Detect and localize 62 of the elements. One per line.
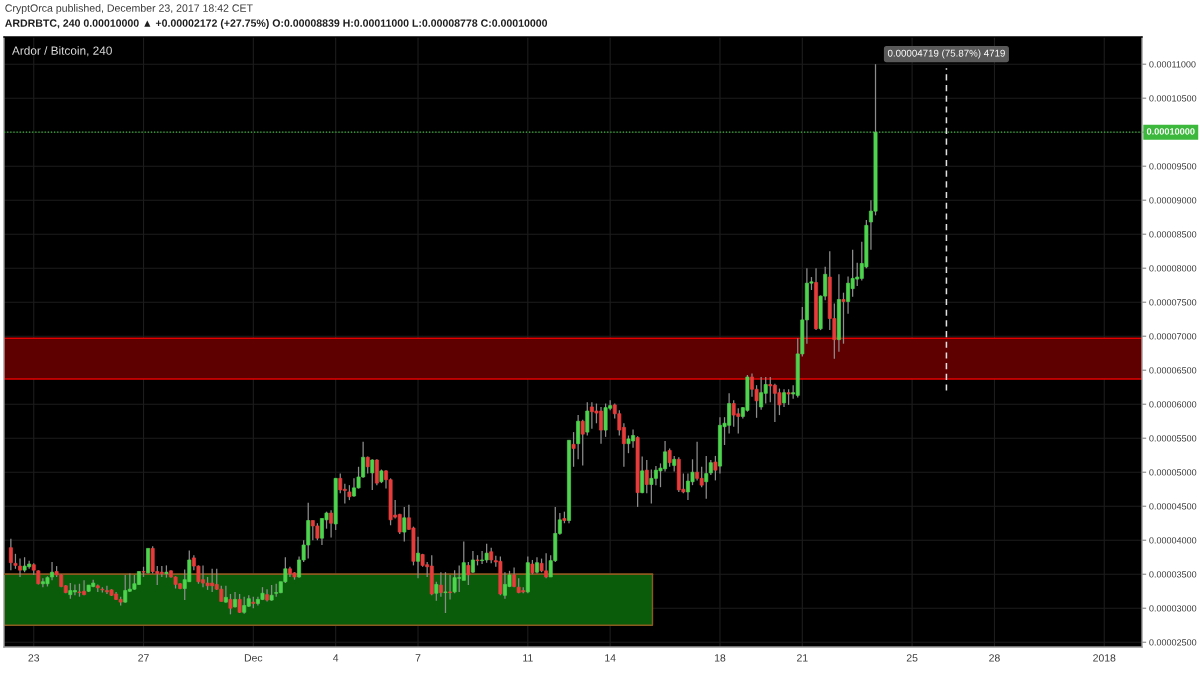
candlestick — [695, 441, 700, 482]
candlestick — [374, 458, 379, 486]
candlestick — [461, 540, 466, 581]
candlestick — [846, 275, 851, 315]
y-tick-label: 0.00004000 — [1149, 537, 1197, 544]
y-tick-label: 0.00007000 — [1149, 333, 1197, 340]
x-tick-label: 4 — [333, 654, 339, 662]
candlestick — [416, 536, 420, 579]
y-tick-label: 0.00004500 — [1149, 503, 1197, 510]
y-tick-label: 0.00011000 — [1149, 61, 1196, 68]
candlestick — [649, 468, 654, 505]
candlestick — [585, 401, 590, 437]
y-tick-label: 0.00009000 — [1149, 197, 1197, 204]
y-tick-label: 0.00003000 — [1149, 605, 1197, 612]
candlestick — [370, 458, 375, 491]
y-tick-label: 0.00010500 — [1149, 95, 1197, 102]
y-tick-label: 0.00007500 — [1149, 299, 1197, 306]
candlestick — [644, 459, 649, 494]
candlestick — [484, 543, 489, 564]
y-tick-label: 0.00006500 — [1149, 367, 1197, 374]
candlestick — [123, 574, 128, 604]
candlestick — [223, 585, 228, 604]
y-tick-label: 0.00008500 — [1149, 231, 1197, 238]
annotation: 0.00004719 (75.87%) 4719 — [887, 49, 1005, 59]
candlestick — [759, 376, 764, 411]
candlestick — [580, 419, 585, 467]
text: CryptOrca published, December 23, 2017 18:42 CET — [5, 4, 253, 14]
candlestick — [72, 583, 77, 596]
x-tick-label: 11 — [523, 654, 533, 662]
candlestick — [640, 455, 645, 494]
y-tick-label: 0.00008000 — [1149, 265, 1197, 272]
candlestick — [576, 414, 581, 460]
candlestick — [704, 455, 709, 500]
x-tick-label: 21 — [797, 654, 808, 662]
y-tick-label: 0.00005500 — [1149, 435, 1197, 442]
y-tick-label: 0.00006000 — [1149, 401, 1197, 408]
x-tick-label: 27 — [138, 654, 149, 662]
x-tick-label: 25 — [906, 654, 918, 662]
x-tick-label: 2018 — [1093, 654, 1116, 662]
candlestick — [466, 561, 471, 586]
chart-subtitle: ARDRBTC, 240 0.00010000 ▲ +0.00002172 (+27.75%) O:0.00008839 H:0.00011000 L:0.00008778 C:0.00010000 — [5, 19, 548, 29]
x-tick-label: Dec — [244, 654, 263, 662]
candlestick — [470, 550, 475, 574]
candlestick — [329, 509, 334, 539]
candlestick — [480, 550, 485, 565]
ref-line-label: 0.00010000 — [1146, 128, 1195, 135]
candlestick — [443, 571, 448, 614]
x-tick-label: 18 — [714, 654, 726, 662]
x-tick-label: 7 — [415, 654, 421, 662]
x-tick-label: 14 — [605, 654, 616, 662]
text: Ardor / Bitcoin, 240 — [11, 46, 112, 57]
y-tick-label: 0.00003500 — [1149, 571, 1197, 578]
y-tick-label: 0.00009500 — [1149, 163, 1197, 170]
candlestick — [841, 292, 846, 345]
candlestick — [438, 571, 443, 598]
y-tick-label: 0.00005000 — [1149, 469, 1197, 476]
x-tick-label: 23 — [28, 654, 40, 662]
candlestick — [228, 593, 233, 615]
x-tick-label: 28 — [989, 654, 1000, 662]
candlestick — [402, 506, 407, 543]
y-tick-label: 0.00002500 — [1149, 639, 1197, 646]
candlestick — [448, 574, 452, 601]
